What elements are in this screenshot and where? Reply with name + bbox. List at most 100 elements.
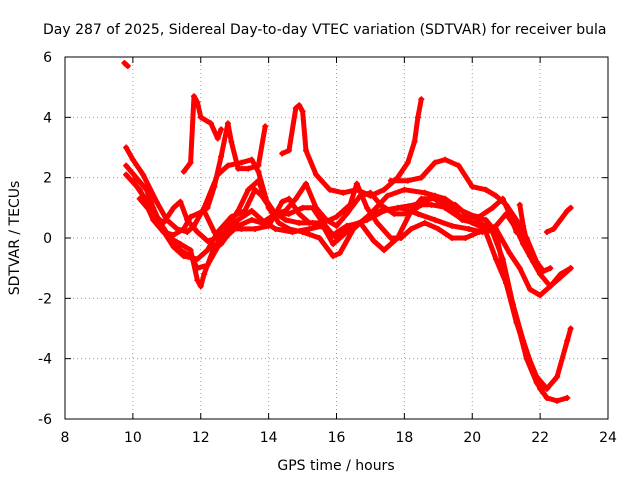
data-point: [469, 183, 476, 190]
series-markers-s13: [516, 201, 533, 260]
data-point: [537, 292, 544, 299]
data-point: [540, 268, 547, 275]
data-point: [194, 265, 201, 272]
data-point: [353, 180, 360, 187]
data-point: [129, 156, 136, 163]
data-point: [330, 253, 337, 260]
data-point: [526, 286, 533, 293]
data-point: [241, 207, 248, 214]
series-trace-s12: [439, 196, 533, 256]
data-point: [567, 265, 574, 272]
data-point: [384, 192, 391, 199]
data-point: [455, 162, 462, 169]
data-point: [153, 198, 160, 205]
data-point: [421, 219, 428, 226]
data-point: [306, 225, 313, 232]
data-point: [418, 195, 425, 202]
data-point: [547, 283, 554, 290]
data-point: [170, 231, 177, 238]
data-point: [493, 228, 500, 235]
data-point: [180, 225, 187, 232]
data-point: [489, 204, 496, 211]
data-point: [177, 247, 184, 254]
data-point: [387, 177, 394, 184]
data-point: [299, 108, 306, 115]
data-point: [207, 120, 214, 127]
data-point: [194, 256, 201, 263]
data-point: [462, 210, 469, 217]
data-point: [397, 204, 404, 211]
data-point: [252, 186, 259, 193]
data-point: [476, 213, 483, 220]
data-point: [367, 192, 374, 199]
data-point: [262, 195, 269, 202]
y-axis-ticks: -6 -4 -2 0 2 4 6: [38, 50, 608, 428]
data-point: [218, 126, 225, 133]
data-point: [272, 225, 279, 232]
data-point: [323, 216, 330, 223]
data-point: [306, 219, 313, 226]
data-point: [289, 228, 296, 235]
data-point: [292, 105, 299, 112]
data-point: [364, 216, 371, 223]
data-point: [493, 192, 500, 199]
data-point: [516, 265, 523, 272]
y-tick-label: 4: [43, 110, 52, 126]
data-point: [340, 189, 347, 196]
data-point: [228, 138, 235, 145]
data-point: [465, 225, 472, 232]
data-point: [482, 186, 489, 193]
data-point: [374, 219, 381, 226]
data-point: [235, 216, 242, 223]
series-markers-s8: [180, 93, 225, 175]
data-point: [404, 210, 411, 217]
data-point: [302, 180, 309, 187]
data-point: [526, 253, 533, 260]
data-point: [255, 168, 262, 175]
data-point: [418, 201, 425, 208]
data-point: [224, 222, 231, 229]
data-point: [333, 213, 340, 220]
series-trace-s8: [181, 93, 224, 175]
series-markers-s14: [543, 204, 574, 235]
data-point: [275, 219, 282, 226]
data-point: [187, 253, 194, 260]
data-point: [448, 235, 455, 241]
data-point: [252, 225, 259, 232]
data-point: [129, 177, 136, 184]
data-point: [197, 283, 204, 290]
data-point: [133, 174, 140, 181]
y-tick-label: -4: [38, 352, 52, 368]
data-point: [313, 204, 320, 211]
data-point: [381, 247, 388, 254]
data-point: [146, 207, 153, 214]
data-point: [123, 171, 130, 178]
data-point: [184, 228, 191, 235]
data-point: [414, 114, 421, 121]
data-point: [428, 201, 435, 208]
y-tick-label: 0: [43, 231, 52, 247]
data-point: [224, 162, 231, 169]
data-point: [554, 373, 561, 380]
data-point: [177, 198, 184, 205]
data-point: [279, 198, 286, 205]
data-point: [319, 219, 326, 226]
x-tick-label: 18: [395, 430, 413, 446]
data-point: [459, 216, 466, 223]
data-point: [431, 159, 438, 166]
data-point: [370, 238, 377, 245]
data-point: [201, 271, 208, 278]
y-axis-label: SDTVAR / TECUs: [7, 181, 23, 296]
data-point: [438, 198, 445, 205]
data-point: [421, 189, 428, 196]
data-point: [431, 192, 438, 199]
data-point: [364, 204, 371, 211]
x-tick-label: 14: [260, 430, 278, 446]
data-point: [503, 280, 510, 287]
data-point: [448, 222, 455, 229]
data-point: [377, 201, 384, 208]
data-point: [330, 241, 337, 248]
data-point: [285, 147, 292, 154]
data-point: [533, 379, 540, 386]
data-point: [313, 171, 320, 178]
